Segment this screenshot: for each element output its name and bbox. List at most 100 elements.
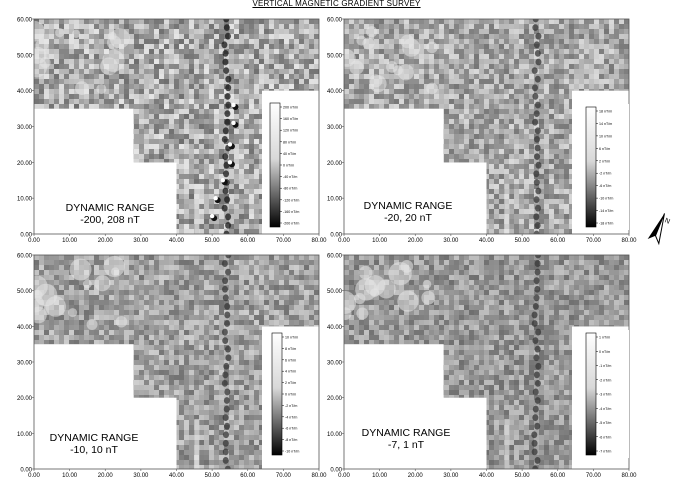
legend-label: -18 nT/m	[599, 222, 613, 226]
legend-label: -3 nT/m	[599, 393, 611, 397]
legend-label: 2 nT/m	[285, 381, 296, 385]
y-tick-label: 20.00	[17, 161, 33, 167]
legend-label: 4 nT/m	[285, 370, 296, 374]
x-tick-label: 70.00	[276, 473, 292, 477]
dynamic-range-title: DYNAMIC RANGE	[66, 202, 155, 214]
x-tick-label: 70.00	[586, 473, 602, 477]
figure-title: VERTICAL MAGNETIC GRADIENT SURVEY	[252, 0, 421, 8]
legend-label: 6 nT/m	[285, 358, 296, 362]
legend-scale: 1 nT/m 0 nT/m -1 nT/m -2 nT/m -3 nT/m -4 nT/m…	[581, 330, 629, 458]
y-tick-label: 30.00	[17, 361, 33, 367]
y-tick-label: 10.00	[327, 197, 343, 203]
legend-label: 18 nT/m	[599, 110, 612, 114]
y-tick-label: 30.00	[327, 361, 343, 367]
legend-label: -80 nT/m	[283, 187, 297, 191]
legend-label: -6 nT/m	[599, 184, 611, 188]
legend-scale: 10 nT/m 8 nT/m 6 nT/m 4 nT/m 2 nT/m 0 nT/m -2 …	[267, 330, 315, 458]
y-tick-label: 50.00	[17, 289, 33, 295]
legend-label: 6 nT/m	[599, 147, 610, 151]
x-tick-label: 60.00	[550, 238, 566, 244]
x-tick-label: 60.00	[550, 473, 566, 477]
dynamic-range-title: DYNAMIC RANGE	[364, 200, 453, 212]
y-tick-label: 60.00	[327, 254, 343, 260]
legend-label: 120 nT/m	[283, 129, 298, 133]
x-tick-label: 60.00	[240, 238, 256, 244]
y-tick-label: 60.00	[17, 18, 33, 24]
x-tick-label: 10.00	[372, 473, 388, 477]
legend-label: -120 nT/m	[283, 198, 299, 202]
legend-label: 80 nT/m	[283, 140, 296, 144]
x-tick-label: 20.00	[98, 473, 114, 477]
x-tick-label: 30.00	[443, 473, 459, 477]
legend-label: -1 nT/m	[599, 364, 611, 368]
legend-label: -160 nT/m	[283, 210, 299, 214]
x-tick-label: 20.00	[98, 238, 114, 244]
legend-scale: 18 nT/m 14 nT/m 10 nT/m 6 nT/m 2 nT/m -2 nT/m…	[581, 104, 629, 230]
legend-label: 0 nT/m	[599, 350, 610, 354]
legend-label: 2 nT/m	[599, 159, 610, 163]
x-tick-label: 30.00	[443, 238, 459, 244]
x-tick-label: 10.00	[62, 473, 78, 477]
legend-label: 40 nT/m	[283, 152, 296, 156]
survey-panel: 0.00 10.00 20.00 30.00 40.00 50.00 60.00 0.00 10…	[327, 254, 637, 477]
y-tick-label: 0.00	[330, 233, 342, 239]
y-tick-label: 60.00	[17, 254, 33, 260]
dynamic-range-value: -20, 20 nT	[384, 212, 432, 224]
y-tick-label: 20.00	[17, 396, 33, 402]
legend-label: -2 nT/m	[599, 172, 611, 176]
x-tick-label: 0.00	[338, 238, 350, 244]
x-tick-label: 70.00	[276, 238, 292, 244]
y-tick-label: 0.00	[330, 468, 342, 474]
x-tick-label: 30.00	[133, 238, 149, 244]
y-tick-label: 40.00	[327, 89, 343, 95]
x-tick-label: 10.00	[62, 238, 78, 244]
x-tick-label: 40.00	[479, 473, 495, 477]
legend-label: 10 nT/m	[285, 336, 298, 340]
legend-label: 1 nT/m	[599, 336, 610, 340]
legend-label: -4 nT/m	[285, 415, 297, 419]
x-tick-label: 30.00	[133, 473, 149, 477]
x-tick-label: 40.00	[169, 473, 185, 477]
x-tick-label: 0.00	[28, 473, 40, 477]
legend-label: 14 nT/m	[599, 122, 612, 126]
legend-scale: 200 nT/m 160 nT/m 120 nT/m 80 nT/m 40 nT/m 0 …	[265, 100, 313, 230]
y-tick-label: 60.00	[327, 18, 343, 24]
y-tick-label: 30.00	[17, 125, 33, 131]
legend-label: -40 nT/m	[283, 175, 297, 179]
x-tick-label: 0.00	[338, 473, 350, 477]
y-tick-label: 40.00	[17, 325, 33, 331]
y-tick-label: 30.00	[327, 125, 343, 131]
y-tick-label: 50.00	[17, 53, 33, 59]
legend-label: -200 nT/m	[283, 222, 299, 226]
x-tick-label: 60.00	[240, 473, 256, 477]
legend-label: 10 nT/m	[599, 134, 612, 138]
y-tick-label: 20.00	[327, 396, 343, 402]
legend-label: -5 nT/m	[599, 421, 611, 425]
y-tick-label: 0.00	[20, 233, 32, 239]
x-tick-label: 20.00	[408, 238, 424, 244]
legend-label: -6 nT/m	[599, 435, 611, 439]
legend-label: -10 nT/m	[599, 197, 613, 201]
x-tick-label: 70.00	[586, 238, 602, 244]
dynamic-range-title: DYNAMIC RANGE	[362, 427, 451, 439]
legend-label: -10 nT/m	[285, 450, 299, 454]
y-tick-label: 40.00	[327, 325, 343, 331]
legend-label: -6 nT/m	[285, 427, 297, 431]
x-tick-label: 50.00	[205, 473, 221, 477]
dynamic-range-value: -7, 1 nT	[388, 439, 425, 451]
dynamic-range-title: DYNAMIC RANGE	[50, 432, 139, 444]
legend-label: 160 nT/m	[283, 117, 298, 121]
y-tick-label: 10.00	[17, 432, 33, 438]
x-tick-label: 50.00	[515, 238, 531, 244]
dynamic-range-value: -200, 208 nT	[80, 214, 140, 226]
x-tick-label: 10.00	[372, 238, 388, 244]
x-tick-label: 20.00	[408, 473, 424, 477]
y-tick-label: 10.00	[17, 197, 33, 203]
legend-label: 200 nT/m	[283, 106, 298, 110]
x-tick-label: 40.00	[169, 238, 185, 244]
y-tick-label: 0.00	[20, 468, 32, 474]
legend-label: -8 nT/m	[285, 438, 297, 442]
y-tick-label: 50.00	[327, 53, 343, 59]
y-tick-label: 10.00	[327, 432, 343, 438]
